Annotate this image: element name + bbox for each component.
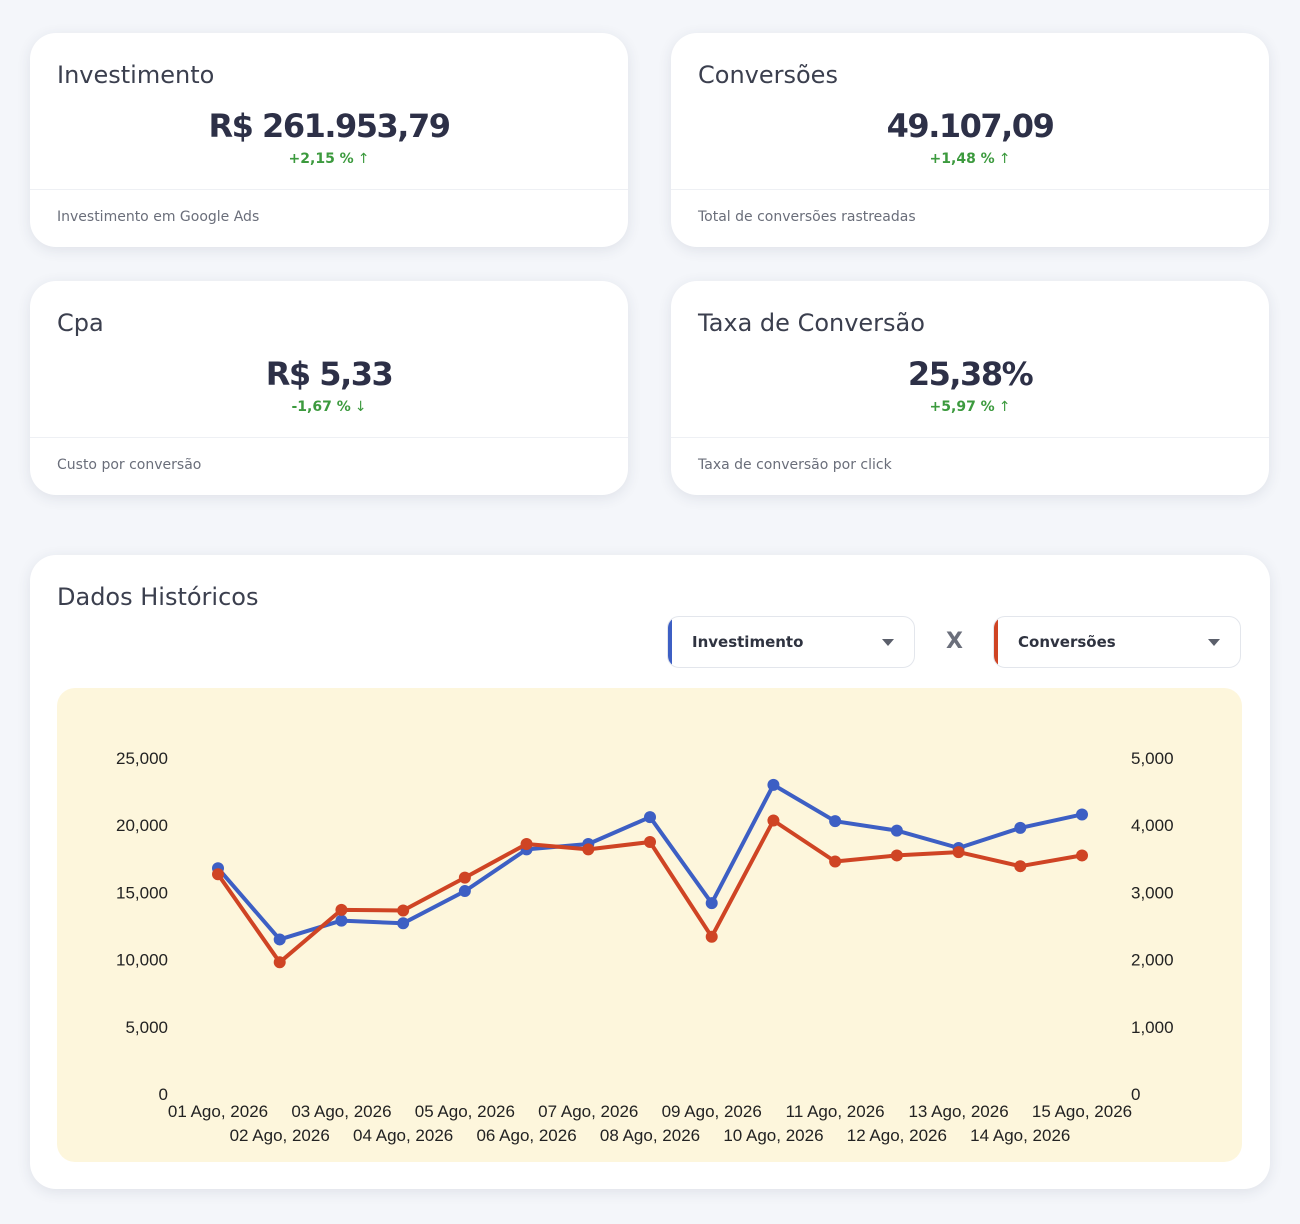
x-tick-label: 02 Ago, 2026	[230, 1126, 330, 1145]
delta-text: +2,15 %	[288, 151, 354, 167]
kpi-title: Taxa de Conversão	[698, 309, 925, 337]
data-point[interactable]	[1076, 849, 1088, 862]
kpi-card-cpa: Cpa R$ 5,33 -1,67 % ↓ Custo por conversão	[30, 281, 628, 495]
kpi-footer: Investimento em Google Ads	[57, 209, 260, 225]
y-left-tick-label: 5,000	[125, 1018, 168, 1037]
x-tick-label: 08 Ago, 2026	[600, 1126, 700, 1145]
caret-down-icon	[882, 639, 894, 646]
kpi-delta: +5,97 % ↑	[671, 399, 1269, 415]
kpi-delta: +1,48 % ↑	[671, 151, 1269, 167]
arrow-up-icon: ↑	[357, 151, 370, 167]
x-tick-label: 11 Ago, 2026	[786, 1102, 885, 1121]
left-metric-select[interactable]: Investimento	[667, 616, 915, 668]
y-right-tick-label: 3,000	[1131, 883, 1174, 902]
kpi-title: Cpa	[57, 309, 104, 337]
data-point[interactable]	[890, 824, 903, 837]
data-point[interactable]	[705, 897, 718, 910]
data-point[interactable]	[1014, 821, 1027, 834]
data-point[interactable]	[397, 917, 410, 930]
data-point[interactable]	[458, 885, 471, 898]
data-point[interactable]	[1076, 808, 1088, 821]
kpi-footer: Taxa de conversão por click	[698, 457, 892, 473]
x-tick-label: 07 Ago, 2026	[538, 1102, 638, 1121]
right-metric-select[interactable]: Conversões	[993, 616, 1241, 668]
kpi-footer: Total de conversões rastreadas	[698, 209, 916, 225]
kpi-title: Conversões	[698, 61, 838, 89]
y-left-tick-label: 0	[159, 1085, 168, 1104]
divider	[671, 437, 1269, 438]
y-right-tick-label: 4,000	[1131, 816, 1174, 835]
arrow-down-icon: ↓	[354, 399, 367, 415]
x-tick-label: 05 Ago, 2026	[415, 1102, 515, 1121]
kpi-value: R$ 261.953,79	[208, 107, 451, 145]
data-point[interactable]	[212, 868, 224, 881]
divider	[30, 189, 628, 190]
caret-down-icon	[1208, 639, 1220, 646]
x-tick-label: 04 Ago, 2026	[353, 1126, 453, 1145]
y-right-tick-label: 0	[1131, 1085, 1140, 1104]
kpi-value: R$ 5,33	[265, 355, 394, 393]
kpi-delta: +2,15 % ↑	[30, 151, 628, 167]
series-color-indicator	[994, 617, 998, 667]
x-tick-label: 15 Ago, 2026	[1032, 1102, 1132, 1121]
y-left-tick-label: 10,000	[116, 951, 168, 970]
kpi-value: 25,38%	[907, 355, 1034, 393]
x-tick-label: 12 Ago, 2026	[847, 1126, 947, 1145]
data-point[interactable]	[890, 849, 903, 862]
arrow-up-icon: ↑	[998, 151, 1011, 167]
delta-text: +5,97 %	[929, 399, 995, 415]
select-label: Conversões	[1018, 633, 1116, 651]
kpi-card-conversoes: Conversões 49.107,09 +1,48 % ↑ Total de c…	[671, 33, 1269, 247]
data-point[interactable]	[582, 843, 595, 856]
kpi-value: 49.107,09	[886, 107, 1055, 145]
kpi-delta: -1,67 % ↓	[30, 399, 628, 415]
kpi-title: Investimento	[57, 61, 215, 89]
historical-data-card: Dados Históricos Investimento X Conversõ…	[30, 555, 1270, 1189]
data-point[interactable]	[829, 855, 842, 868]
data-point[interactable]	[829, 815, 842, 828]
select-label: Investimento	[692, 633, 804, 651]
data-point[interactable]	[458, 871, 471, 884]
arrow-up-icon: ↑	[998, 399, 1011, 415]
data-point[interactable]	[644, 811, 656, 824]
x-tick-label: 10 Ago, 2026	[723, 1126, 823, 1145]
data-point[interactable]	[335, 903, 348, 916]
kpi-footer: Custo por conversão	[57, 457, 202, 473]
series-line-investimento	[216, 782, 1084, 942]
data-point[interactable]	[273, 956, 286, 969]
delta-text: -1,67 %	[291, 399, 351, 415]
versus-separator: X	[946, 629, 963, 654]
kpi-card-investimento: Investimento R$ 261.953,79 +2,15 % ↑ Inve…	[30, 33, 628, 247]
kpi-card-taxa-conversao: Taxa de Conversão 25,38% +5,97 % ↑ Taxa d…	[671, 281, 1269, 495]
line-chart: 0 5,000 10,000 15,000 20,000 25,000 0 1,000 2,0…	[116, 749, 1174, 1145]
data-point[interactable]	[644, 836, 656, 848]
y-right-tick-label: 5,000	[1131, 749, 1174, 768]
delta-text: +1,48 %	[929, 151, 995, 167]
data-point[interactable]	[273, 933, 286, 946]
x-tick-label: 09 Ago, 2026	[662, 1102, 762, 1121]
x-tick-label: 13 Ago, 2026	[908, 1102, 1008, 1121]
y-right-tick-label: 1,000	[1131, 1018, 1174, 1037]
y-left-tick-label: 15,000	[116, 883, 168, 902]
x-tick-label: 03 Ago, 2026	[291, 1102, 391, 1121]
data-point[interactable]	[952, 846, 965, 859]
y-right-tick-label: 2,000	[1131, 951, 1174, 970]
data-point[interactable]	[335, 914, 348, 927]
divider	[30, 437, 628, 438]
historical-chart: 0 5,000 10,000 15,000 20,000 25,000 0 1,000 2,0…	[57, 688, 1242, 1162]
data-point[interactable]	[767, 814, 780, 827]
data-point[interactable]	[705, 930, 718, 943]
divider	[671, 189, 1269, 190]
x-tick-label: 01 Ago, 2026	[168, 1102, 268, 1121]
y-left-tick-label: 20,000	[116, 816, 168, 835]
x-tick-label: 06 Ago, 2026	[476, 1126, 576, 1145]
data-point[interactable]	[520, 838, 533, 851]
section-title: Dados Históricos	[57, 583, 259, 611]
data-point[interactable]	[397, 904, 410, 917]
x-tick-label: 14 Ago, 2026	[970, 1126, 1070, 1145]
data-point[interactable]	[1014, 860, 1027, 873]
data-point[interactable]	[767, 778, 780, 791]
y-left-tick-label: 25,000	[116, 749, 168, 768]
series-color-indicator	[668, 617, 672, 667]
